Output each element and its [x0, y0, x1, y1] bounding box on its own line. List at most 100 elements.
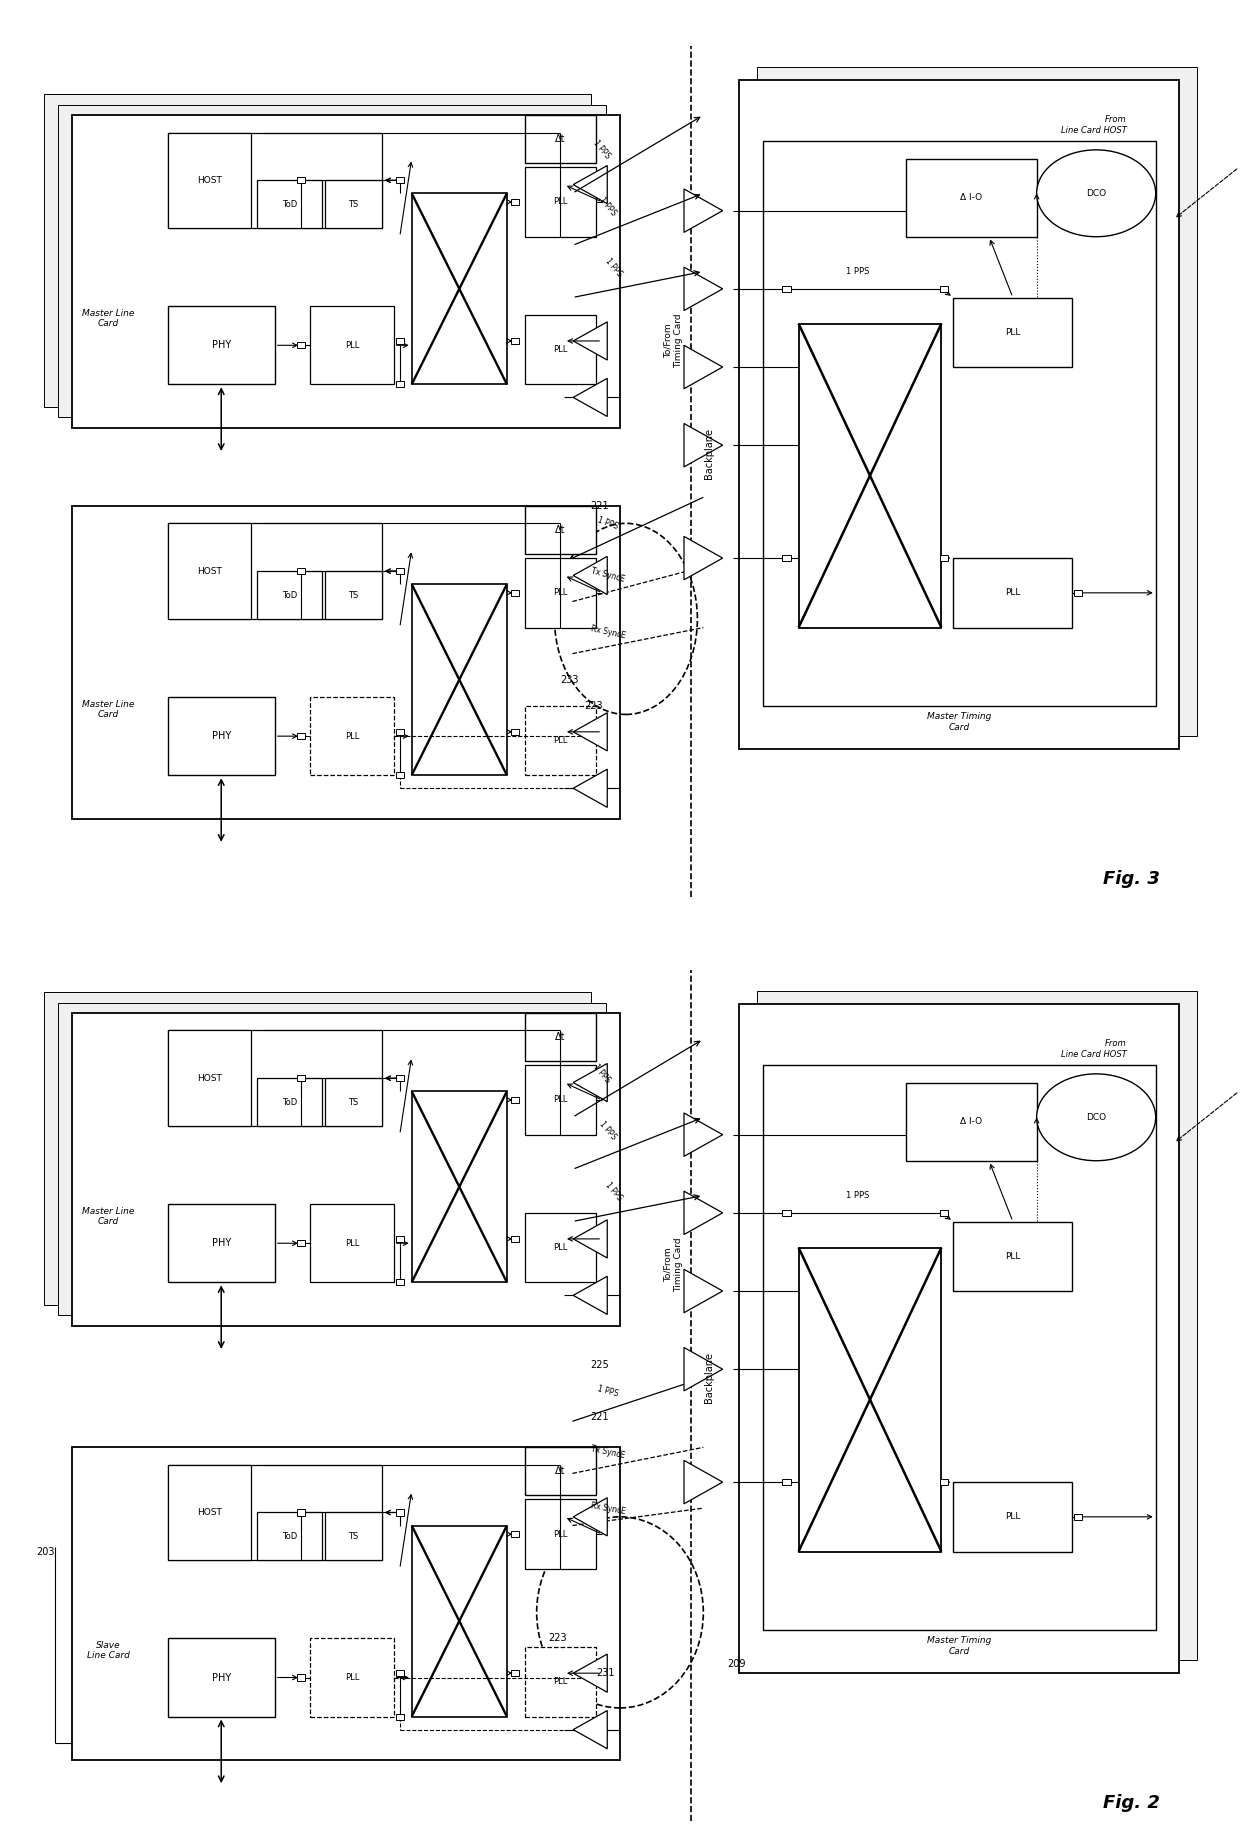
- Bar: [782, 1478, 791, 1486]
- Polygon shape: [684, 423, 723, 468]
- Bar: [1074, 1514, 1083, 1519]
- Text: HOST: HOST: [197, 1074, 222, 1083]
- Bar: [905, 159, 1037, 237]
- Text: PHY: PHY: [212, 340, 231, 351]
- Text: PLL: PLL: [1006, 1512, 1021, 1521]
- Bar: [511, 1236, 520, 1242]
- Text: ToD: ToD: [281, 200, 298, 209]
- Bar: [954, 298, 1073, 368]
- Polygon shape: [573, 713, 608, 750]
- Bar: [412, 1526, 507, 1717]
- Bar: [296, 567, 305, 575]
- Text: HOST: HOST: [197, 176, 222, 185]
- Bar: [167, 1465, 382, 1560]
- Bar: [325, 571, 382, 619]
- Polygon shape: [573, 769, 608, 808]
- Bar: [310, 697, 394, 776]
- Bar: [167, 1031, 250, 1125]
- Text: 1 PPS: 1 PPS: [596, 1384, 620, 1397]
- Bar: [1074, 590, 1083, 595]
- Text: PLL: PLL: [553, 1530, 568, 1539]
- Bar: [511, 1671, 520, 1676]
- Bar: [940, 554, 947, 562]
- Bar: [167, 523, 250, 619]
- Text: 225: 225: [590, 1360, 609, 1369]
- Text: Δt: Δt: [556, 1465, 565, 1477]
- Circle shape: [1037, 150, 1156, 237]
- Bar: [296, 1076, 305, 1081]
- Text: ToD: ToD: [281, 1098, 298, 1107]
- Bar: [940, 1210, 947, 1216]
- Bar: [525, 1447, 596, 1495]
- Text: 1 PPS: 1 PPS: [847, 1190, 869, 1199]
- Text: PHY: PHY: [212, 1238, 231, 1247]
- Text: 1 PPS: 1 PPS: [847, 266, 869, 275]
- Text: PHY: PHY: [212, 1672, 231, 1682]
- Bar: [257, 1077, 322, 1125]
- Text: DCO: DCO: [1086, 1112, 1106, 1122]
- Bar: [412, 1090, 507, 1283]
- Bar: [58, 1003, 605, 1316]
- Bar: [525, 1499, 596, 1569]
- Bar: [739, 1005, 1179, 1672]
- Bar: [396, 1279, 404, 1286]
- Bar: [257, 181, 322, 227]
- Bar: [954, 1222, 1073, 1292]
- Text: PLL: PLL: [553, 346, 568, 355]
- Text: PLL: PLL: [345, 340, 360, 349]
- Polygon shape: [573, 1654, 608, 1693]
- Text: Tx SyncE: Tx SyncE: [590, 567, 626, 584]
- Text: Master Timing
Card: Master Timing Card: [928, 713, 992, 732]
- Text: Master Line
Card: Master Line Card: [82, 1207, 134, 1225]
- Bar: [756, 67, 1198, 736]
- Bar: [940, 286, 947, 292]
- Text: 223: 223: [548, 1634, 567, 1643]
- Polygon shape: [573, 556, 608, 595]
- Bar: [310, 1205, 394, 1283]
- Text: PLL: PLL: [345, 1238, 360, 1247]
- Text: 203: 203: [37, 1547, 56, 1556]
- Text: TS: TS: [348, 591, 358, 599]
- Polygon shape: [573, 1711, 608, 1748]
- Bar: [396, 567, 404, 575]
- Bar: [525, 706, 596, 776]
- Bar: [525, 1212, 596, 1283]
- Bar: [511, 338, 520, 344]
- Text: Backplane: Backplane: [704, 1353, 714, 1403]
- Text: TS: TS: [348, 1098, 358, 1107]
- Bar: [310, 1639, 394, 1717]
- Bar: [325, 1512, 382, 1560]
- Bar: [296, 342, 305, 347]
- Bar: [799, 1247, 941, 1552]
- Bar: [511, 200, 520, 205]
- Bar: [511, 1532, 520, 1538]
- Bar: [396, 1510, 404, 1515]
- Bar: [782, 1210, 791, 1216]
- Text: 1 PPS: 1 PPS: [604, 257, 624, 277]
- Text: HOST: HOST: [197, 567, 222, 575]
- Bar: [167, 697, 275, 776]
- Bar: [72, 506, 620, 819]
- Bar: [396, 338, 404, 344]
- Bar: [167, 1639, 275, 1717]
- Bar: [511, 590, 520, 595]
- Polygon shape: [684, 1192, 723, 1234]
- Bar: [739, 81, 1179, 748]
- Polygon shape: [684, 1460, 723, 1504]
- Text: PLL: PLL: [1006, 327, 1021, 336]
- Bar: [72, 1447, 620, 1759]
- Text: PLL: PLL: [345, 732, 360, 741]
- Bar: [396, 1671, 404, 1676]
- Text: ToD: ToD: [281, 1532, 298, 1541]
- Text: Master Timing
Card: Master Timing Card: [928, 1637, 992, 1656]
- Bar: [310, 307, 394, 384]
- Text: PLL: PLL: [553, 1678, 568, 1687]
- Text: 1 PPS: 1 PPS: [591, 139, 613, 161]
- Polygon shape: [684, 536, 723, 580]
- Text: TS: TS: [348, 1532, 358, 1541]
- Bar: [167, 523, 382, 619]
- Bar: [511, 728, 520, 736]
- Text: Backplane: Backplane: [704, 429, 714, 479]
- Text: Rx SyncE: Rx SyncE: [590, 625, 626, 639]
- Circle shape: [1037, 1074, 1156, 1161]
